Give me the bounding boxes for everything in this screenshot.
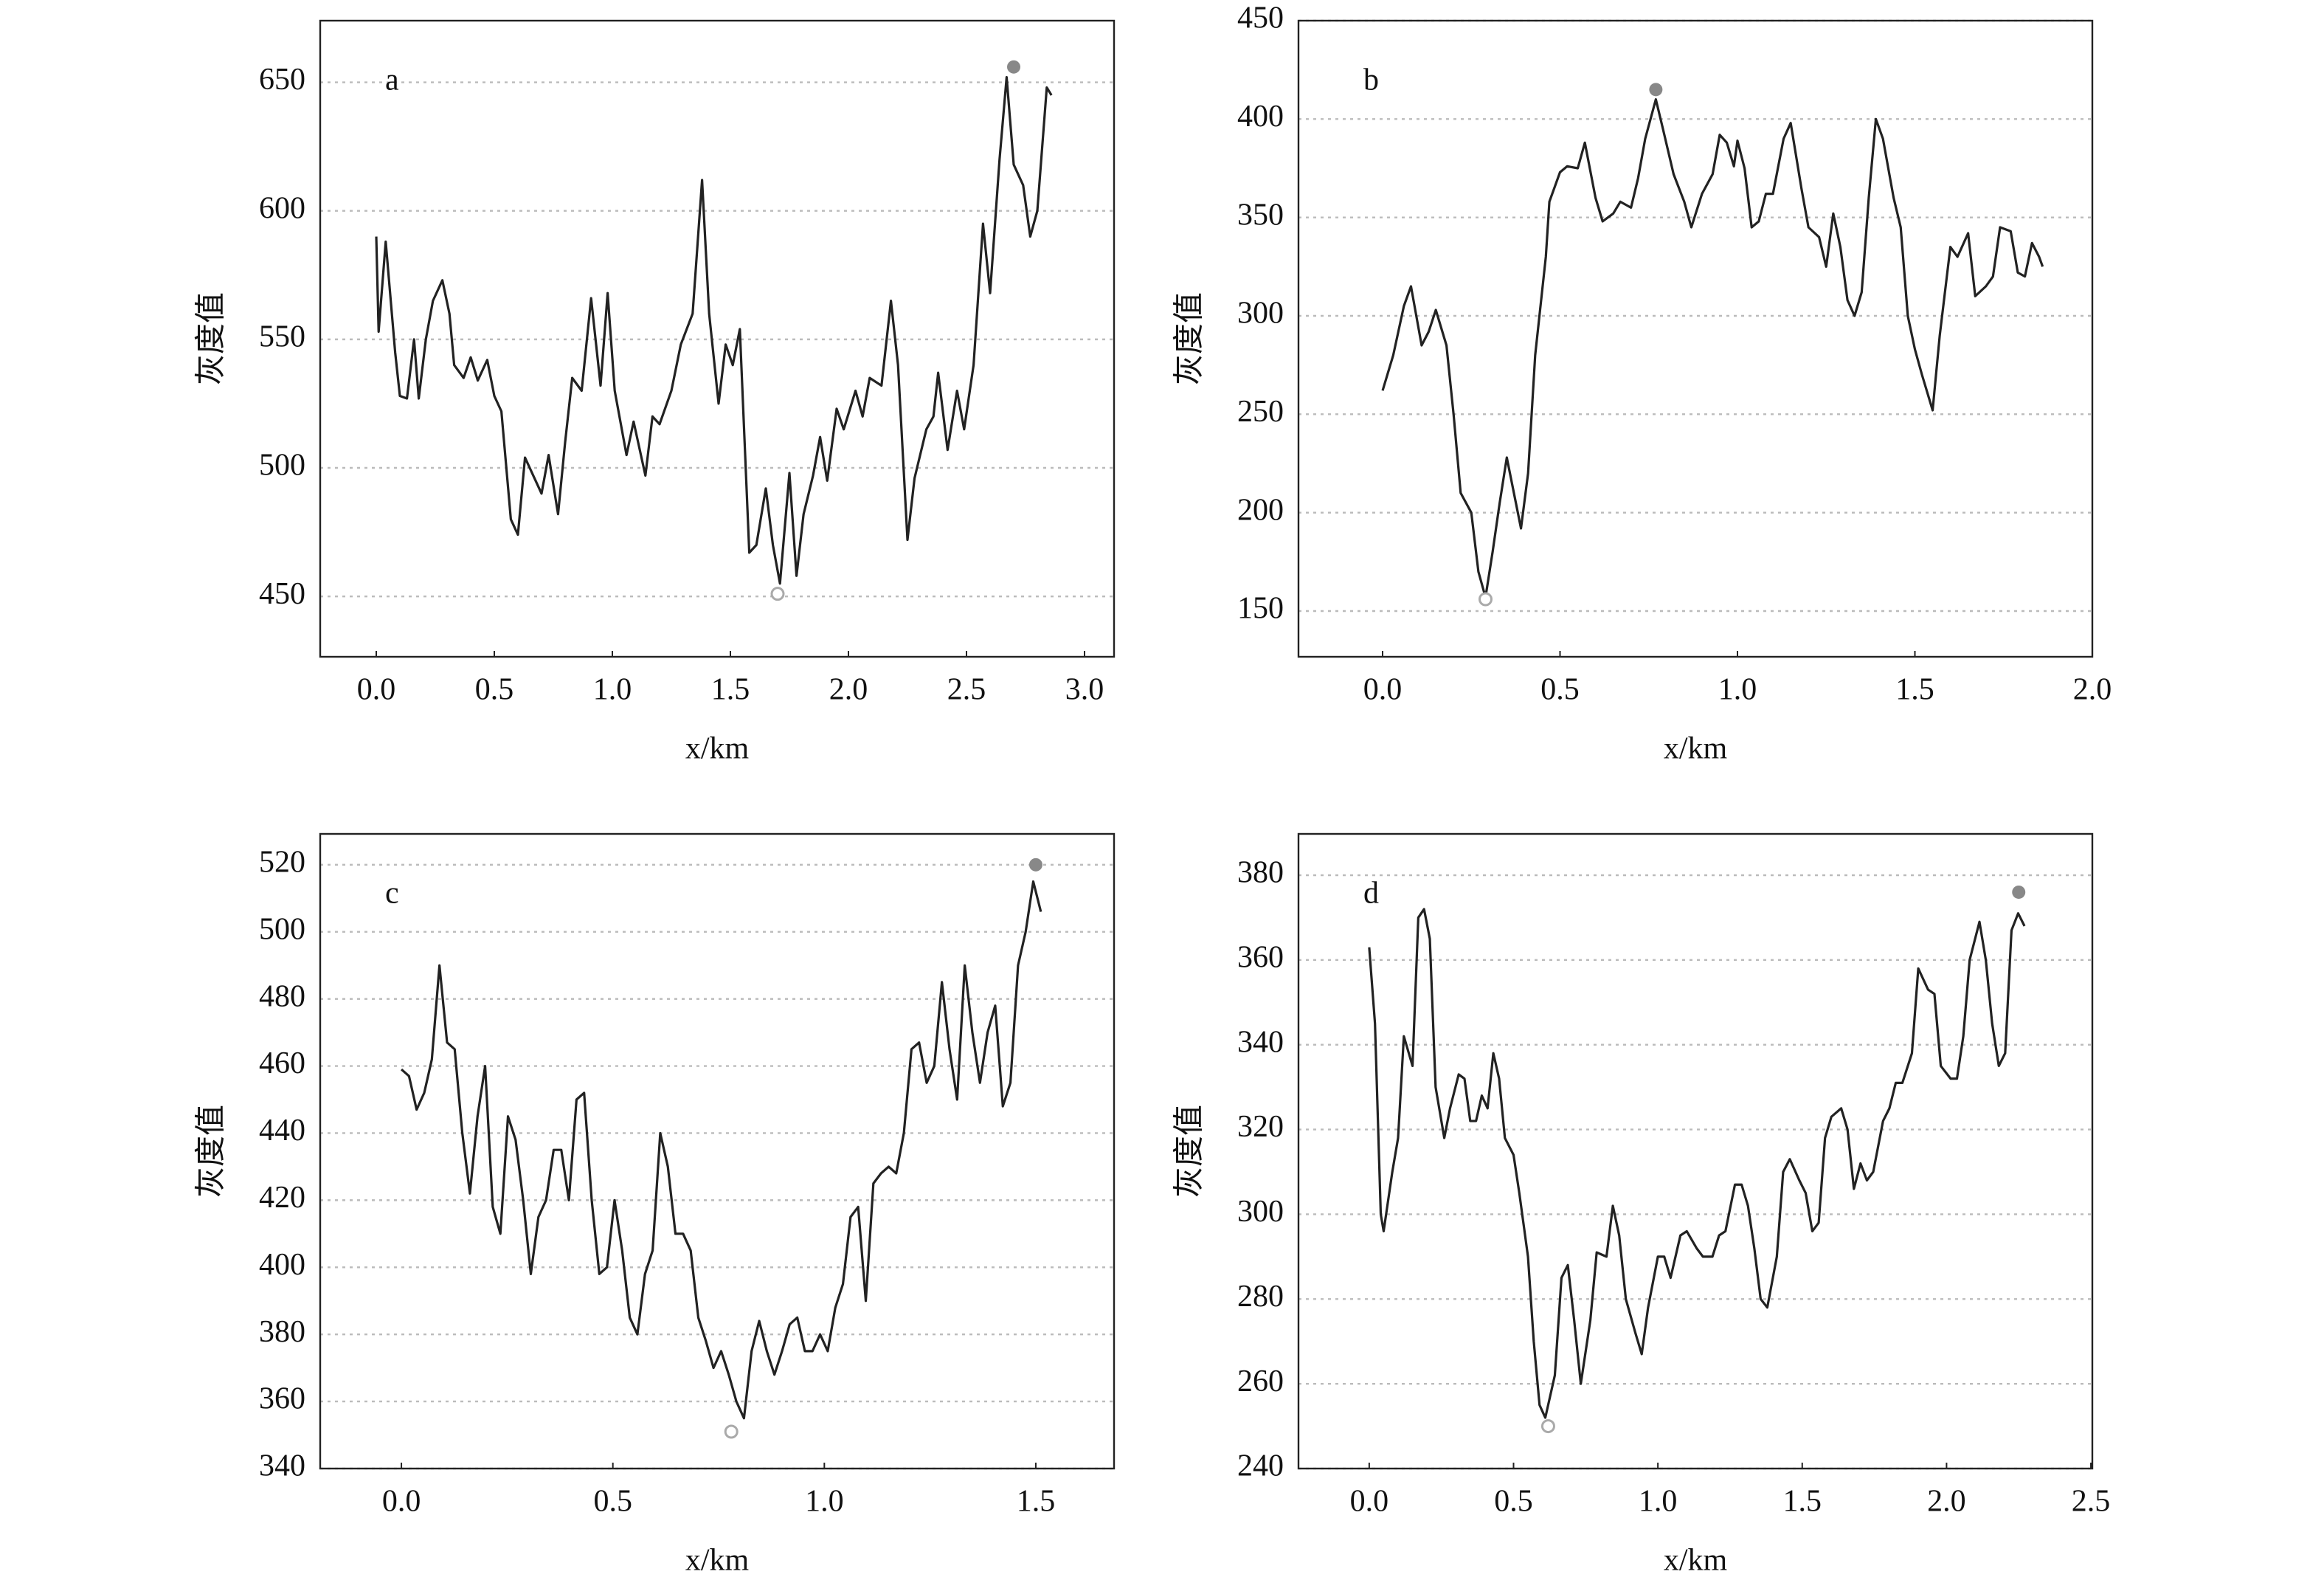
min-marker xyxy=(724,1424,739,1439)
y-tick-label: 350 xyxy=(1237,198,1284,232)
y-tick-label: 380 xyxy=(259,1315,305,1349)
max-marker xyxy=(1007,60,1020,74)
max-marker xyxy=(1028,858,1042,872)
data-line xyxy=(401,880,1042,1420)
plot-frame xyxy=(1297,832,2094,1470)
y-tick-label: 400 xyxy=(259,1248,305,1282)
plot-frame xyxy=(319,832,1116,1470)
x-axis-label: x/km xyxy=(685,1544,750,1578)
x-tick-label: 2.5 xyxy=(947,673,986,707)
x-tick-label: 3.0 xyxy=(1065,673,1104,707)
y-tick-label: 500 xyxy=(259,912,305,946)
x-axis-label: x/km xyxy=(1664,732,1728,766)
x-tick-label: 1.0 xyxy=(1718,673,1757,707)
y-tick-label: 500 xyxy=(259,449,305,483)
panel-label: a xyxy=(385,63,399,97)
y-tick-label: 360 xyxy=(259,1382,305,1416)
x-tick-label: 2.0 xyxy=(1927,1485,1966,1519)
panel-label: c xyxy=(385,877,399,911)
y-tick-label: 340 xyxy=(1237,1025,1284,1059)
y-tick-label: 320 xyxy=(1237,1110,1284,1144)
y-tick-label: 440 xyxy=(259,1114,305,1148)
panel-label: b xyxy=(1363,63,1379,97)
y-tick-label: 460 xyxy=(259,1046,305,1080)
x-tick-label: 0.0 xyxy=(1350,1485,1389,1519)
data-line xyxy=(1381,98,2044,598)
y-tick-label: 250 xyxy=(1237,395,1284,429)
x-axis-label: x/km xyxy=(685,732,750,766)
min-marker xyxy=(1478,592,1493,607)
max-marker xyxy=(1649,83,1663,97)
y-axis-label: 灰度值 xyxy=(1173,292,1207,385)
y-tick-label: 420 xyxy=(259,1181,305,1215)
x-tick-label: 0.5 xyxy=(1494,1485,1533,1519)
x-tick-label: 0.0 xyxy=(357,673,396,707)
y-tick-label: 260 xyxy=(1237,1364,1284,1398)
data-line xyxy=(375,76,1053,585)
y-tick-label: 360 xyxy=(1237,940,1284,974)
x-tick-label: 1.5 xyxy=(711,673,750,707)
x-tick-label: 0.5 xyxy=(475,673,514,707)
y-tick-label: 280 xyxy=(1237,1280,1284,1314)
min-marker xyxy=(770,587,785,601)
y-tick-label: 550 xyxy=(259,320,305,354)
x-tick-label: 1.5 xyxy=(1017,1485,1056,1519)
y-tick-label: 380 xyxy=(1237,856,1284,890)
panel-label: d xyxy=(1363,877,1379,911)
y-tick-label: 520 xyxy=(259,845,305,879)
y-tick-label: 200 xyxy=(1237,493,1284,527)
x-tick-label: 2.0 xyxy=(829,673,868,707)
y-tick-label: 340 xyxy=(259,1449,305,1483)
y-tick-label: 450 xyxy=(1237,1,1284,35)
y-tick-label: 450 xyxy=(259,577,305,611)
y-axis-label: 灰度值 xyxy=(195,292,229,385)
y-tick-label: 300 xyxy=(1237,1195,1284,1229)
data-line xyxy=(1368,908,2026,1419)
max-marker xyxy=(2012,885,2026,899)
y-tick-label: 150 xyxy=(1237,592,1284,626)
x-tick-label: 0.0 xyxy=(382,1485,421,1519)
y-tick-label: 600 xyxy=(259,191,305,225)
y-tick-label: 300 xyxy=(1237,297,1284,331)
x-tick-label: 1.0 xyxy=(805,1485,844,1519)
y-tick-label: 400 xyxy=(1237,100,1284,134)
plot-frame xyxy=(319,19,1116,658)
x-tick-label: 0.0 xyxy=(1363,673,1403,707)
x-tick-label: 2.5 xyxy=(2072,1485,2111,1519)
x-axis-label: x/km xyxy=(1664,1544,1728,1578)
plot-frame xyxy=(1297,19,2094,658)
x-tick-label: 1.5 xyxy=(1783,1485,1822,1519)
y-tick-label: 480 xyxy=(259,979,305,1013)
x-tick-label: 1.5 xyxy=(1895,673,1934,707)
x-tick-label: 1.0 xyxy=(1639,1485,1678,1519)
x-tick-label: 0.5 xyxy=(593,1485,632,1519)
y-axis-label: 灰度值 xyxy=(195,1105,229,1198)
min-marker xyxy=(1540,1419,1555,1434)
x-tick-label: 1.0 xyxy=(593,673,632,707)
y-axis-label: 灰度值 xyxy=(1173,1105,1207,1198)
y-tick-label: 240 xyxy=(1237,1449,1284,1483)
x-tick-label: 2.0 xyxy=(2073,673,2112,707)
y-tick-label: 650 xyxy=(259,63,305,97)
x-tick-label: 0.5 xyxy=(1540,673,1580,707)
